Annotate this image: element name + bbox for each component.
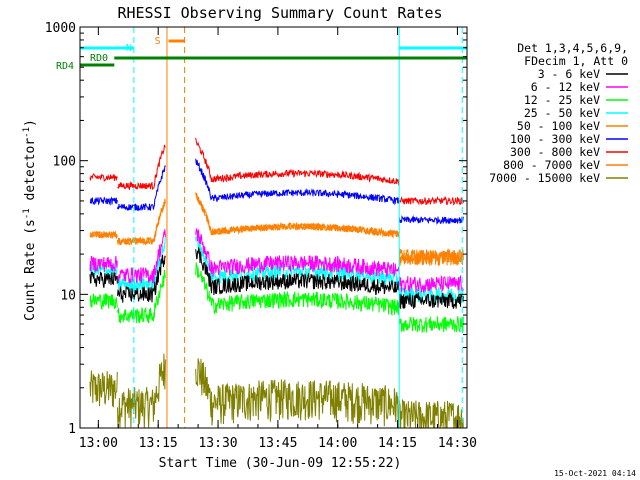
status-label-s: S — [155, 36, 161, 47]
legend-label-3: 25 - 50 keV — [524, 106, 600, 120]
status-label-rd4: RD4 — [56, 61, 74, 72]
x-tick-label-0: 13:00 — [79, 436, 118, 451]
series-line-6 — [89, 137, 464, 206]
y-label-main: Count Rate (s — [23, 219, 38, 321]
y-label-sup2: -1 — [22, 127, 32, 138]
y-label-end: ) — [23, 119, 38, 127]
y-tick-label-2: 100 — [53, 155, 76, 170]
legend-label-4: 50 - 100 keV — [517, 119, 600, 133]
series-line-4 — [89, 192, 464, 266]
x-axis-label: Start Time (30-Jun-09 12:55:22) — [159, 456, 402, 471]
y-tick-label-3: 1000 — [45, 21, 76, 36]
chart-title: RHESSI Observing Summary Count Rates — [117, 4, 442, 22]
x-tick-label-2: 13:30 — [198, 436, 237, 451]
series-line-8 — [89, 353, 464, 430]
x-tick-label-6: 14:30 — [438, 436, 477, 451]
x-tick-label-3: 13:45 — [258, 436, 297, 451]
legend-header-2: FDecim 1, Att 0 — [524, 54, 628, 68]
series-line-0 — [89, 246, 464, 310]
plot-area: N S RD0 RD4 — [56, 27, 467, 430]
y-axis-label: Count Rate (s-1 detector-1) — [22, 119, 38, 321]
series-line-1 — [89, 227, 464, 293]
y-tick-label-0: 1 — [68, 422, 76, 437]
legend-label-6: 300 - 800 keV — [510, 145, 600, 159]
series-line-5 — [89, 158, 464, 225]
legend-label-1: 6 - 12 keV — [531, 80, 600, 94]
timestamp: 15-Oct-2021 04:14 — [554, 469, 636, 478]
status-label-rd0: RD0 — [90, 53, 108, 64]
x-tick-label-1: 13:15 — [139, 436, 178, 451]
status-label-n: N — [126, 43, 132, 54]
legend-label-0: 3 - 6 keV — [538, 67, 600, 81]
plot-frame — [79, 26, 468, 429]
legend-header-1: Det 1,3,4,5,6,9, — [517, 41, 628, 55]
legend-label-5: 100 - 300 keV — [510, 132, 600, 146]
series-line-3 — [89, 236, 464, 304]
legend-label-7: 800 - 7000 keV — [503, 158, 600, 172]
legend-label-2: 12 - 25 keV — [524, 93, 600, 107]
legend-label-8: 7000 - 15000 keV — [489, 171, 600, 185]
y-label-mid: detector — [23, 138, 38, 209]
x-tick-label-5: 14:15 — [378, 436, 417, 451]
x-tick-label-4: 14:00 — [318, 436, 357, 451]
y-tick-label-1: 10 — [60, 288, 76, 303]
legend: Det 1,3,4,5,6,9, FDecim 1, Att 0 3 - 6 k… — [489, 41, 628, 185]
series-line-2 — [89, 262, 464, 333]
y-label-sup1: -1 — [22, 208, 32, 219]
